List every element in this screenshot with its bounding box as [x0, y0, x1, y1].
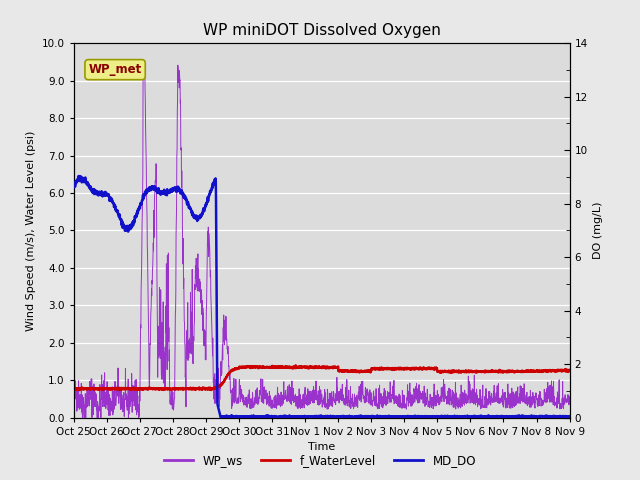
WP_ws	[140, 59, 148, 64]
f_WaterLevel	[298, 364, 306, 370]
Line: f_WaterLevel: f_WaterLevel	[74, 365, 570, 390]
MD_DO	[298, 414, 306, 420]
WP_ws	[95, 408, 103, 414]
f_WaterLevel	[461, 369, 468, 375]
WP_ws	[461, 387, 468, 393]
MD_DO	[217, 415, 225, 420]
MD_DO	[312, 413, 319, 419]
Y-axis label: DO (mg/L): DO (mg/L)	[593, 202, 604, 259]
MD_DO	[70, 184, 77, 190]
MD_DO	[95, 190, 103, 195]
WP_ws	[552, 401, 559, 407]
MD_DO	[566, 414, 573, 420]
f_WaterLevel	[292, 362, 300, 368]
MD_DO	[552, 413, 559, 419]
WP_ws	[566, 395, 573, 400]
WP_ws	[298, 397, 306, 403]
MD_DO	[552, 414, 559, 420]
f_WaterLevel	[70, 386, 77, 392]
X-axis label: Time: Time	[308, 442, 335, 452]
MD_DO	[461, 414, 468, 420]
Legend: WP_ws, f_WaterLevel, MD_DO: WP_ws, f_WaterLevel, MD_DO	[159, 449, 481, 472]
f_WaterLevel	[76, 387, 83, 393]
WP_ws	[552, 402, 559, 408]
f_WaterLevel	[566, 367, 573, 373]
Text: WP_met: WP_met	[88, 63, 141, 76]
MD_DO	[75, 173, 83, 179]
WP_ws	[70, 391, 77, 397]
Y-axis label: Wind Speed (m/s), Water Level (psi): Wind Speed (m/s), Water Level (psi)	[26, 130, 36, 331]
WP_ws	[79, 415, 86, 420]
f_WaterLevel	[552, 368, 559, 374]
f_WaterLevel	[95, 385, 103, 391]
Line: MD_DO: MD_DO	[74, 176, 570, 418]
Title: WP miniDOT Dissolved Oxygen: WP miniDOT Dissolved Oxygen	[203, 23, 440, 38]
Line: WP_ws: WP_ws	[74, 61, 570, 418]
f_WaterLevel	[552, 369, 559, 375]
WP_ws	[312, 396, 319, 402]
f_WaterLevel	[312, 364, 319, 370]
